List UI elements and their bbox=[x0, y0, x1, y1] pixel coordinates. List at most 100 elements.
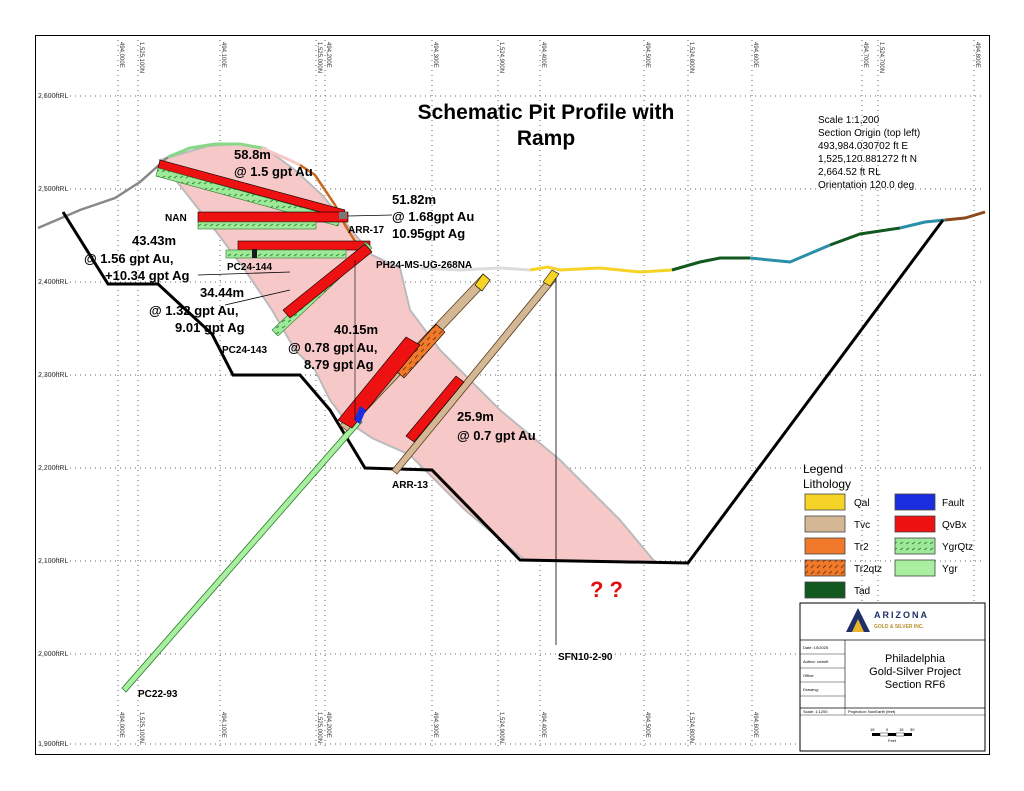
grid-tick: 494,500E bbox=[644, 42, 650, 68]
scale-bar-label: 15 bbox=[870, 727, 875, 732]
grid-tick: 494,300E bbox=[432, 42, 438, 68]
intercept-c-ag: +10.34 gpt Ag bbox=[105, 268, 189, 283]
drillhole-ph24 bbox=[337, 273, 491, 432]
hole-label-arr17: ARR-17 bbox=[348, 225, 385, 236]
drillhole-shallow bbox=[155, 159, 349, 230]
grid-tick: 494,200E bbox=[325, 42, 331, 68]
diagram-title-line2: Ramp bbox=[517, 127, 575, 150]
legend-swatch-tad bbox=[804, 581, 846, 599]
rl-label: 2,400ftRL bbox=[38, 279, 68, 286]
top-ticks: 494,000E 1,525,100N 494,100E 1,525,000N … bbox=[118, 42, 980, 73]
legend-swatch-qvbx bbox=[894, 515, 936, 533]
pit-outline bbox=[61, 211, 945, 565]
grid-tick: 494,600E bbox=[752, 42, 758, 68]
hole-label-nan: NAN bbox=[165, 213, 187, 224]
legend-label: Ygr bbox=[942, 564, 958, 575]
grid-tick: 1,525,100N bbox=[138, 42, 144, 73]
intercept-e-ag: 8.79 gpt Ag bbox=[304, 357, 374, 372]
elevation-text: 2,664.52 ft RL bbox=[818, 167, 881, 178]
grid-tick: 1,524,700N bbox=[878, 42, 884, 73]
grid-tick: 494,100E bbox=[220, 712, 226, 738]
tb-row: Date: 10/2025 bbox=[803, 645, 829, 650]
scale-bar: 15 0 15 30 Feet bbox=[870, 727, 915, 743]
intercept-e-length: 40.15m bbox=[334, 322, 378, 337]
legend-label: Tr2 bbox=[854, 542, 869, 553]
rl-labels: 2,600ftRL 2,500ftRL 2,400ftRL 2,300ftRL … bbox=[38, 93, 68, 748]
company-logo: ARIZONA GOLD & SILVER INC. bbox=[846, 608, 929, 632]
hole-labels: NAN ARR-17 PC24-144 PH24-MS-UG-268NA PC2… bbox=[138, 213, 613, 700]
rl-label: 2,200ftRL bbox=[38, 465, 68, 472]
intercept-c-au: @ 1.56 gpt Au, bbox=[84, 251, 173, 266]
rl-label: 2,000ftRL bbox=[38, 651, 68, 658]
intercept-a-grade: @ 1.5 gpt Au bbox=[234, 164, 313, 179]
grid-tick: 494,700E bbox=[862, 42, 868, 68]
grid-tick: 1,525,000N bbox=[316, 712, 322, 743]
grid-tick: 494,400E bbox=[540, 712, 546, 738]
hole-label-pc24-144: PC24-144 bbox=[227, 262, 272, 273]
legend-label: Tvc bbox=[854, 520, 870, 531]
northing-text: 1,525,120.881272 ft N bbox=[818, 154, 917, 165]
drillhole-pc24-143 bbox=[271, 241, 373, 337]
legend-swatch-ygrqtz bbox=[894, 537, 936, 555]
legend-swatch-ygr bbox=[894, 559, 936, 577]
grid-tick: 1,524,800N bbox=[688, 712, 694, 743]
rl-label: 2,500ftRL bbox=[38, 186, 68, 193]
grid-tick: 1,524,800N bbox=[688, 42, 694, 73]
legend-label: Qal bbox=[854, 498, 870, 509]
drillhole-arr13 bbox=[391, 269, 560, 475]
grid-tick: 494,500E bbox=[644, 712, 650, 738]
company-subtitle: GOLD & SILVER INC. bbox=[874, 624, 925, 630]
rl-label: 1,900ftRL bbox=[38, 741, 68, 748]
drillhole-pc22-93 bbox=[121, 417, 363, 693]
legend-swatch-tr2 bbox=[804, 537, 846, 555]
legend-title: Legend bbox=[803, 462, 843, 476]
scale-bar-unit: Feet bbox=[888, 738, 897, 743]
intercept-c-length: 43.43m bbox=[132, 233, 176, 248]
section-info: Scale 1:1,200 Section Origin (top left) … bbox=[818, 115, 920, 191]
grid-tick: 494,800E bbox=[974, 42, 980, 68]
project-line2: Gold-Silver Project bbox=[869, 666, 961, 678]
grid-tick: 1,524,900N bbox=[498, 42, 504, 73]
intercept-d-length: 34.44m bbox=[200, 285, 244, 300]
intercept-d-ag: 9.01 gpt Ag bbox=[175, 320, 245, 335]
rl-label: 2,100ftRL bbox=[38, 558, 68, 565]
legend-label: QvBx bbox=[942, 520, 966, 531]
grid-tick: 494,100E bbox=[220, 42, 226, 68]
intercept-b-length: 51.82m bbox=[392, 192, 436, 207]
grid-tick: 494,400E bbox=[540, 42, 546, 68]
intercept-d-au: @ 1.32 gpt Au, bbox=[149, 303, 238, 318]
leader-lines bbox=[197, 214, 393, 420]
company-name: ARIZONA bbox=[874, 610, 929, 620]
diagram-title: Schematic Pit Profile with bbox=[418, 101, 675, 124]
scale-bar-label: 15 bbox=[899, 727, 904, 732]
grid-tick: 494,000E bbox=[118, 712, 124, 738]
intercept-f-au: @ 0.7 gpt Au bbox=[457, 428, 536, 443]
intercept-f-length: 25.9m bbox=[457, 409, 494, 424]
legend-swatch-fault bbox=[894, 493, 936, 511]
project-line1: Philadelphia bbox=[885, 653, 946, 665]
tb-row: Author: cwhelf bbox=[803, 659, 829, 664]
legend-swatch-qal bbox=[804, 493, 846, 511]
scale-text: Scale 1:1,200 bbox=[818, 115, 880, 126]
intercept-e-au: @ 0.78 gpt Au, bbox=[288, 340, 377, 355]
origin-label: Section Origin (top left) bbox=[818, 128, 920, 139]
grid-tick: 494,200E bbox=[325, 712, 331, 738]
hole-label-sfn10: SFN10-2-90 bbox=[558, 652, 613, 663]
grid-tick: 1,525,000N bbox=[316, 42, 322, 73]
project-line3: Section RF6 bbox=[885, 679, 946, 691]
hole-label-pc22-93: PC22-93 bbox=[138, 689, 178, 700]
grid-tick: 494,300E bbox=[432, 712, 438, 738]
rl-label: 2,300ftRL bbox=[38, 372, 68, 379]
legend-label: Tr2qtz bbox=[854, 564, 882, 575]
title-block: ARIZONA GOLD & SILVER INC. Date: 10/2025… bbox=[799, 602, 986, 752]
rl-label: 2,600ftRL bbox=[38, 93, 68, 100]
legend-swatch-tvc bbox=[804, 515, 846, 533]
grid-tick: 1,524,900N bbox=[498, 712, 504, 743]
grid-tick: 1,525,100N bbox=[138, 712, 144, 743]
drillhole-pc24-144 bbox=[225, 240, 371, 259]
tb-projection: Projection: NonEarth (feet) bbox=[848, 709, 896, 714]
scale-bar-label: 30 bbox=[910, 727, 915, 732]
intercept-b-ag: 10.95gpt Ag bbox=[392, 226, 465, 241]
intercept-annotations: 58.8m @ 1.5 gpt Au 51.82m @ 1.68gpt Au 1… bbox=[84, 147, 536, 443]
